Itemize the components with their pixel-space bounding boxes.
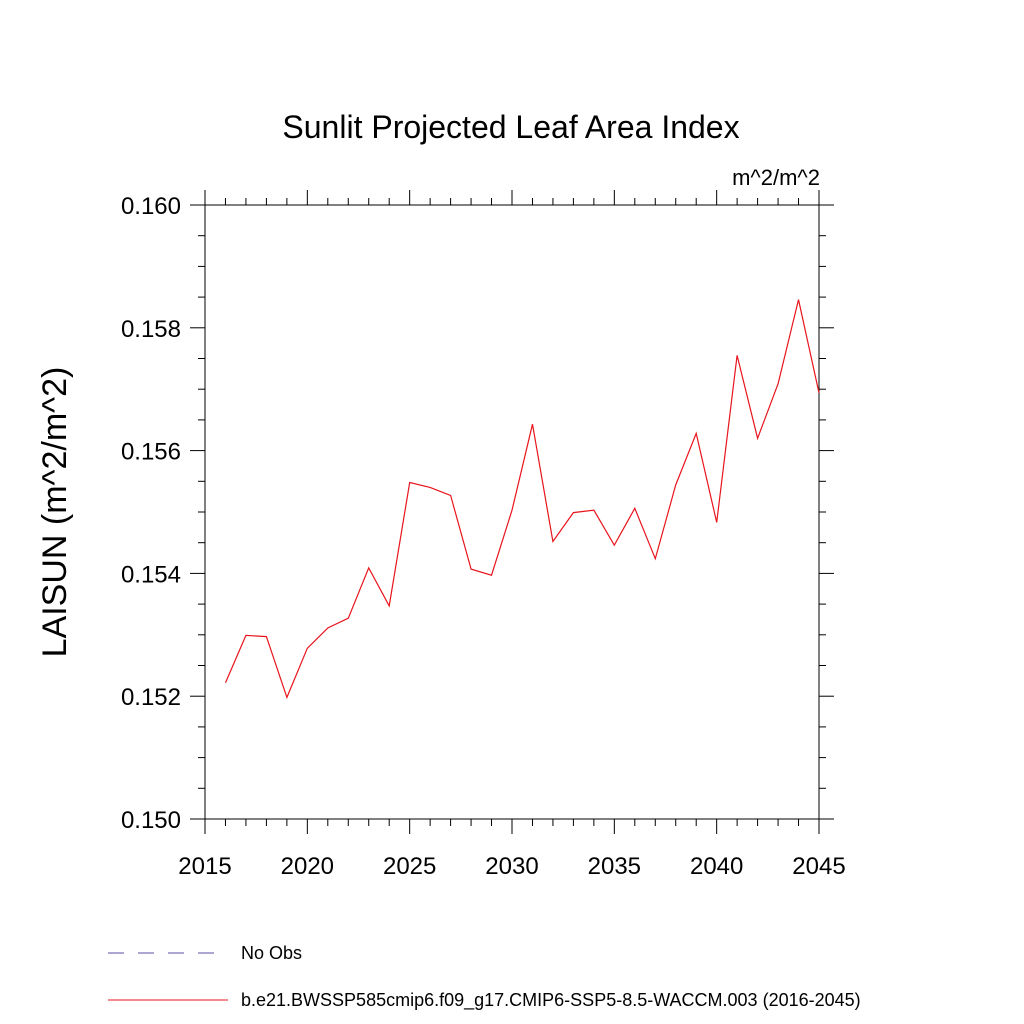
- series-lines: [224, 299, 820, 700]
- y-tick-label: 0.156: [121, 439, 181, 466]
- y-tick-label: 0.152: [121, 684, 181, 711]
- data-point: [491, 575, 492, 576]
- x-tick-label: 2020: [281, 853, 334, 880]
- data-point: [655, 558, 656, 559]
- data-point: [307, 648, 308, 649]
- x-tick-label: 2035: [588, 853, 641, 880]
- data-point: [716, 522, 717, 523]
- data-point: [368, 567, 369, 568]
- data-point: [225, 682, 226, 683]
- y-axis-label: LAISUN (m^2/m^2): [36, 367, 74, 658]
- data-point: [511, 510, 512, 511]
- axis-ticks: [190, 190, 834, 834]
- units-label: m^2/m^2: [732, 165, 820, 190]
- data-point: [696, 433, 697, 434]
- y-tick-label: 0.150: [121, 807, 181, 834]
- x-tick-label: 2040: [690, 853, 743, 880]
- data-point: [245, 635, 246, 636]
- data-point: [327, 627, 328, 628]
- data-point: [757, 438, 758, 439]
- data-point: [737, 355, 738, 356]
- legend-label: No Obs: [241, 943, 302, 963]
- data-point: [614, 545, 615, 546]
- data-point: [798, 299, 799, 300]
- y-tick-label: 0.158: [121, 316, 181, 343]
- data-point: [286, 697, 287, 698]
- x-tick-label: 2015: [178, 853, 231, 880]
- x-tick-label: 2030: [485, 853, 538, 880]
- data-point: [450, 495, 451, 496]
- data-point: [818, 392, 819, 393]
- data-point: [634, 508, 635, 509]
- data-point: [430, 487, 431, 488]
- data-point: [389, 605, 390, 606]
- data-point: [777, 383, 778, 384]
- x-tick-label: 2025: [383, 853, 436, 880]
- axis-tick-labels: 2015 2020 2025 2030 2035 2040 2045 0.150 0.152 0.…: [121, 193, 846, 880]
- legend-label: b.e21.BWSSP585cmip6.f09_g17.CMIP6-SSP5-8…: [241, 990, 861, 1011]
- data-point: [675, 484, 676, 485]
- y-tick-label: 0.154: [121, 561, 181, 588]
- data-point: [266, 636, 267, 637]
- y-tick-label: 0.160: [121, 193, 181, 220]
- data-point: [470, 569, 471, 570]
- data-point: [573, 512, 574, 513]
- x-tick-label: 2045: [792, 853, 845, 880]
- chart-title: Sunlit Projected Leaf Area Index: [282, 109, 739, 145]
- data-point: [409, 482, 410, 483]
- data-point: [593, 510, 594, 511]
- data-point: [552, 541, 553, 542]
- series-line: [224, 299, 820, 700]
- legend: No Obs b.e21.BWSSP585cmip6.f09_g17.CMIP6-…: [108, 943, 861, 1011]
- data-point: [532, 424, 533, 425]
- data-point: [348, 618, 349, 619]
